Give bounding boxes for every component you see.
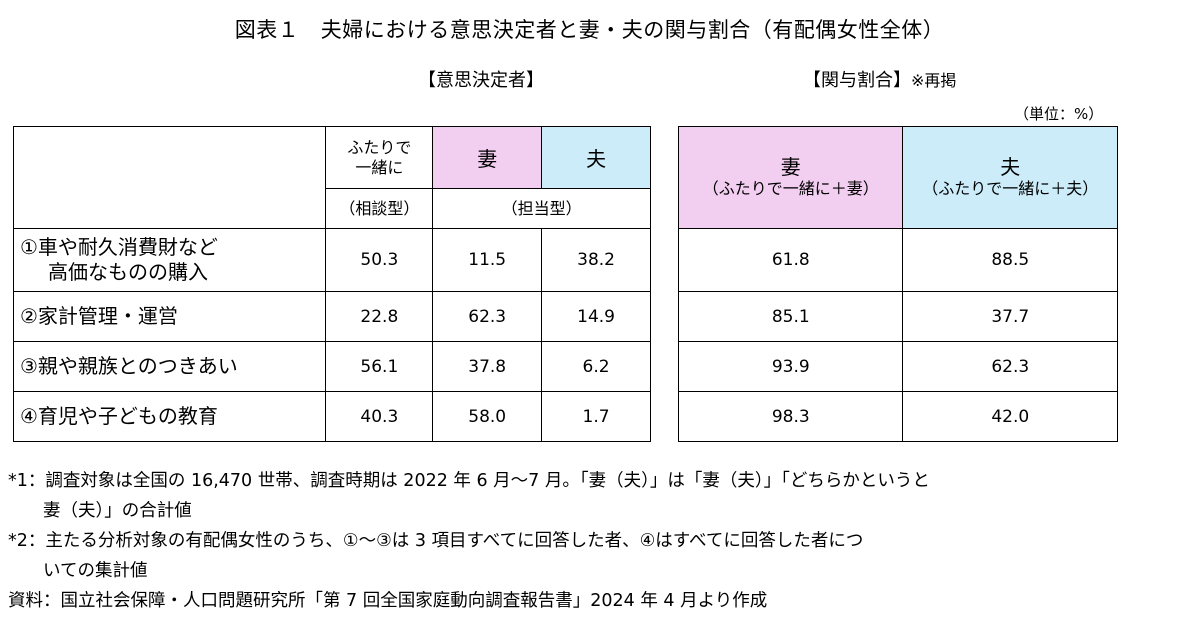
row-label: ①車や耐久消費財など 高価なものの購入 xyxy=(12,228,327,292)
table-row: ③親や親族とのつきあい 56.1 37.8 6.2 xyxy=(12,341,651,392)
note-1-line2: 妻（夫）」の合計値 xyxy=(43,501,192,521)
inv-value-wife: 61.8 xyxy=(677,228,904,292)
table-row: ④育児や子どもの教育 40.3 58.0 1.7 xyxy=(12,391,651,442)
involvement-heading-label: 【関与割合】 xyxy=(803,70,911,91)
inv-value-husband: 88.5 xyxy=(902,228,1118,292)
type-consult-label: （相談型） xyxy=(325,188,434,229)
footnotes: *1：調査対象は全国の 16,470 世帯、調査時期は 2022 年 6 月～7… xyxy=(8,466,1176,616)
inv-value-wife: 85.1 xyxy=(677,291,904,342)
unit-label: （単位：%） xyxy=(1014,105,1104,123)
involvement-heading: 【関与割合】※再掲 xyxy=(803,66,956,92)
inv-value-wife: 93.9 xyxy=(677,341,904,392)
row-label: ②家計管理・運営 xyxy=(12,291,327,342)
inv-value-husband: 42.0 xyxy=(902,391,1118,442)
row-label-line1: ①車や耐久消費財など xyxy=(20,235,218,259)
row-label-line2: 高価なものの購入 xyxy=(48,260,208,284)
col-header-wife: 妻 xyxy=(432,126,543,189)
table-row: ①車や耐久消費財など 高価なものの購入 50.3 11.5 38.2 xyxy=(12,228,651,292)
table-row: ②家計管理・運営 22.8 62.3 14.9 xyxy=(12,291,651,342)
row-label: ④育児や子どもの教育 xyxy=(12,391,327,442)
source-note: 資料：国立社会保障・人口問題研究所「第 7 回全国家庭動向調査報告書」2024 … xyxy=(8,591,768,611)
involvement-heading-note: ※再掲 xyxy=(911,71,957,90)
corner-cell xyxy=(12,126,327,229)
value-wife: 37.8 xyxy=(432,341,543,392)
value-together: 56.1 xyxy=(325,341,434,392)
decision-maker-table: ふたりで 一緒に 妻 夫 （相談型） （担当型） ①車や耐久消費財など 高価なもの… xyxy=(12,126,651,442)
inv-value-husband: 37.7 xyxy=(902,291,1118,342)
value-together: 22.8 xyxy=(325,291,434,342)
table-row: 98.3 42.0 xyxy=(677,391,1118,442)
value-wife: 62.3 xyxy=(432,291,543,342)
decision-maker-heading: 【意思決定者】 xyxy=(418,70,544,91)
figure-title: 図表１ 夫婦における意思決定者と妻・夫の関与割合（有配偶女性全体） xyxy=(234,18,945,42)
note-2-line2: いての集計値 xyxy=(43,561,148,581)
inv-col-header-wife: 妻 （ふたりで一緒に＋妻） xyxy=(677,126,904,229)
value-wife: 11.5 xyxy=(432,228,543,292)
inv-wife-subtitle: （ふたりで一緒に＋妻） xyxy=(702,178,879,198)
inv-col-header-husband: 夫 （ふたりで一緒に＋夫） xyxy=(902,126,1118,229)
inv-value-husband: 62.3 xyxy=(902,341,1118,392)
row-label: ③親や親族とのつきあい xyxy=(12,341,327,392)
inv-wife-title: 妻 xyxy=(780,154,801,179)
col-header-together: ふたりで 一緒に xyxy=(325,126,434,189)
involvement-table: 妻 （ふたりで一緒に＋妻） 夫 （ふたりで一緒に＋夫） 61.8 88.5 85… xyxy=(677,126,1118,442)
value-wife: 58.0 xyxy=(432,391,543,442)
table-row: 93.9 62.3 xyxy=(677,341,1118,392)
value-husband: 14.9 xyxy=(541,291,651,342)
type-charge-label: （担当型） xyxy=(432,188,651,229)
value-together: 50.3 xyxy=(325,228,434,292)
value-husband: 6.2 xyxy=(541,341,651,392)
col-header-husband: 夫 xyxy=(541,126,651,189)
inv-husband-title: 夫 xyxy=(1000,154,1021,179)
value-husband: 1.7 xyxy=(541,391,651,442)
value-together: 40.3 xyxy=(325,391,434,442)
inv-husband-subtitle: （ふたりで一緒に＋夫） xyxy=(922,178,1099,198)
value-husband: 38.2 xyxy=(541,228,651,292)
inv-value-wife: 98.3 xyxy=(677,391,904,442)
note-2-line1: *2：主たる分析対象の有配偶女性のうち、①～③は 3 項目すべてに回答した者、④… xyxy=(8,531,864,551)
table-row: 85.1 37.7 xyxy=(677,291,1118,342)
table-row: 61.8 88.5 xyxy=(677,228,1118,292)
note-1-line1: *1：調査対象は全国の 16,470 世帯、調査時期は 2022 年 6 月～7… xyxy=(8,471,930,491)
